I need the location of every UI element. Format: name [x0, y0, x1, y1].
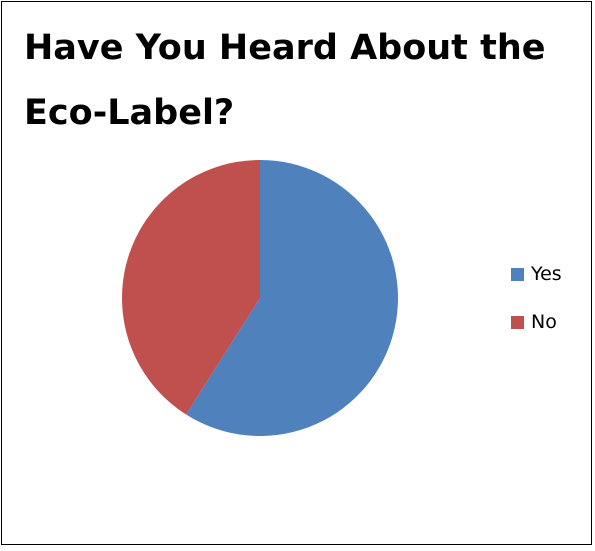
- legend-swatch-no: [511, 315, 524, 329]
- legend-item-yes: Yes: [511, 258, 562, 290]
- chart-title-line-2: Eco-Label?: [24, 93, 235, 133]
- legend-swatch-yes: [511, 267, 524, 281]
- pie-slice-yes: [186, 160, 398, 436]
- chart-title-line-1: Have You Heard About the: [24, 28, 546, 68]
- pie-slice-no: [122, 160, 260, 415]
- legend-item-no: No: [511, 306, 562, 338]
- legend-label-yes: Yes: [531, 263, 562, 285]
- legend-label-no: No: [531, 311, 557, 333]
- chart-title: Have You Heard About the Eco-Label?: [24, 16, 546, 146]
- chart-legend: Yes No: [511, 258, 562, 354]
